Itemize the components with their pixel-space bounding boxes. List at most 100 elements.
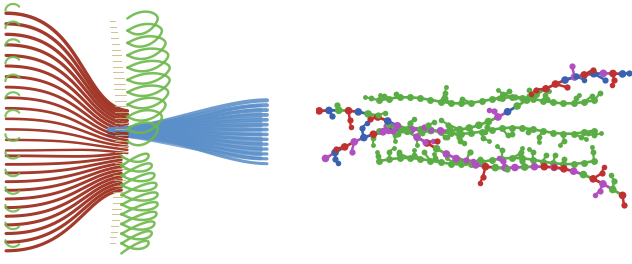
Point bbox=[363, 112, 373, 116]
Point bbox=[445, 129, 455, 133]
Point bbox=[608, 187, 618, 192]
Point bbox=[475, 181, 485, 186]
Point bbox=[447, 159, 457, 164]
Point bbox=[502, 110, 513, 114]
Point bbox=[458, 97, 468, 101]
Point bbox=[334, 108, 344, 112]
Point bbox=[518, 96, 528, 100]
Point bbox=[599, 71, 609, 76]
Point bbox=[587, 94, 597, 98]
Point bbox=[588, 177, 599, 181]
Point bbox=[417, 131, 427, 135]
Point bbox=[412, 135, 422, 139]
Point bbox=[608, 71, 618, 76]
Point bbox=[384, 127, 394, 131]
Point bbox=[389, 124, 399, 129]
Point bbox=[345, 118, 355, 122]
Point bbox=[512, 104, 522, 108]
Point bbox=[380, 111, 390, 115]
Point bbox=[353, 110, 363, 114]
Point bbox=[426, 129, 436, 133]
Point bbox=[441, 152, 451, 156]
Point bbox=[528, 97, 538, 101]
Point bbox=[498, 92, 508, 96]
Point bbox=[387, 128, 398, 133]
Point bbox=[373, 154, 383, 158]
Point bbox=[482, 125, 492, 130]
Point bbox=[436, 118, 446, 122]
Point bbox=[435, 130, 446, 134]
Point bbox=[464, 126, 474, 130]
Point bbox=[381, 124, 391, 129]
Point bbox=[368, 132, 379, 136]
Point bbox=[617, 72, 628, 76]
Point bbox=[374, 98, 384, 102]
Point bbox=[579, 161, 589, 165]
Point bbox=[579, 100, 589, 104]
Point bbox=[461, 160, 471, 164]
Point bbox=[415, 126, 425, 131]
Point bbox=[432, 139, 442, 143]
Point bbox=[538, 129, 548, 133]
Point bbox=[504, 88, 514, 93]
Point bbox=[468, 159, 478, 163]
Point bbox=[477, 99, 487, 103]
Point bbox=[382, 122, 392, 127]
Point bbox=[419, 150, 429, 154]
Point bbox=[487, 158, 497, 162]
Point bbox=[333, 161, 343, 165]
Point bbox=[415, 157, 425, 161]
Point bbox=[378, 130, 388, 134]
Point bbox=[332, 102, 342, 107]
Point bbox=[586, 144, 597, 149]
Point bbox=[518, 146, 528, 150]
Point bbox=[404, 121, 415, 125]
Point bbox=[599, 165, 609, 169]
Point bbox=[324, 108, 334, 112]
Point bbox=[544, 89, 554, 93]
Point bbox=[416, 128, 427, 132]
Point bbox=[427, 139, 437, 143]
Point bbox=[510, 95, 520, 99]
Point bbox=[517, 159, 527, 164]
Point bbox=[487, 97, 497, 101]
Point bbox=[569, 131, 579, 136]
Point bbox=[477, 160, 487, 164]
Point bbox=[435, 100, 446, 104]
Point bbox=[390, 133, 400, 138]
Point bbox=[497, 157, 507, 161]
Point bbox=[442, 156, 452, 160]
Point bbox=[440, 91, 450, 95]
Point bbox=[571, 96, 581, 100]
Point bbox=[446, 101, 456, 105]
Point bbox=[384, 157, 394, 161]
Point bbox=[394, 126, 404, 130]
Point bbox=[498, 159, 508, 163]
Point bbox=[394, 150, 404, 154]
Point bbox=[595, 189, 605, 193]
Point bbox=[579, 73, 589, 77]
Point bbox=[500, 166, 510, 170]
Point bbox=[477, 130, 487, 134]
Point bbox=[542, 97, 552, 101]
Point bbox=[384, 150, 394, 154]
Point bbox=[425, 158, 435, 163]
Point bbox=[410, 117, 420, 121]
Point bbox=[454, 128, 465, 132]
Point bbox=[402, 129, 412, 133]
Point bbox=[532, 92, 542, 96]
Point bbox=[606, 173, 616, 177]
Point bbox=[589, 159, 599, 163]
Point bbox=[490, 166, 501, 170]
Point bbox=[533, 135, 544, 139]
Point bbox=[521, 98, 532, 102]
Point bbox=[388, 129, 398, 133]
Point bbox=[574, 92, 584, 97]
Point bbox=[483, 139, 494, 143]
Point bbox=[346, 150, 356, 154]
Point bbox=[578, 130, 588, 134]
Point bbox=[446, 162, 456, 166]
Point bbox=[331, 147, 341, 151]
Point bbox=[455, 139, 465, 143]
Point bbox=[422, 141, 432, 145]
